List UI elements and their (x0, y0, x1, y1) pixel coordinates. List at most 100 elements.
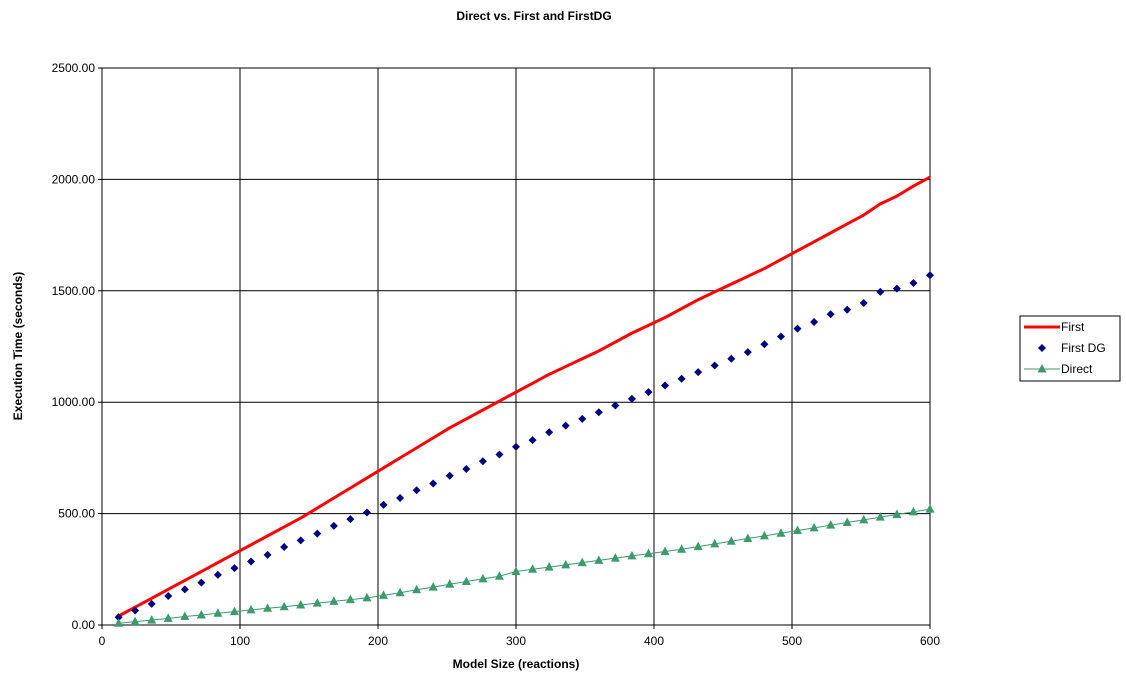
data-point (230, 564, 239, 573)
data-point (726, 536, 736, 545)
data-point (196, 609, 206, 619)
y-axis-ticks: 0.00 500.00 1000.00 1500.00 2000.00 2500.00 (52, 61, 102, 632)
data-point (263, 550, 272, 559)
data-point (147, 599, 156, 608)
data-point (843, 305, 852, 314)
data-point (163, 613, 173, 622)
data-point (528, 564, 538, 573)
series-direct (114, 504, 935, 627)
data-point (776, 528, 786, 537)
data-point (892, 509, 902, 518)
data-point (279, 601, 289, 611)
x-tick-label: 200 (368, 634, 388, 648)
data-point (743, 348, 752, 357)
data-point (759, 530, 769, 540)
x-axis-ticks: 0 100 200 300 400 500 600 (99, 625, 940, 648)
data-point (577, 557, 587, 567)
y-tick-label: 2000.00 (52, 172, 96, 186)
y-tick-label: 1500.00 (52, 284, 96, 298)
legend-swatch (1037, 364, 1047, 373)
y-axis-label: Execution Time (seconds) (11, 272, 25, 420)
data-point (876, 287, 885, 296)
data-point (677, 544, 687, 553)
data-point (611, 401, 620, 410)
data-point (710, 538, 720, 548)
data-point (362, 508, 371, 517)
data-point (494, 571, 504, 580)
data-point (842, 517, 852, 527)
data-point (213, 608, 223, 617)
data-point (809, 522, 819, 532)
x-tick-label: 600 (920, 634, 940, 648)
data-point (528, 436, 537, 445)
legend: First First DG Direct (1019, 315, 1121, 382)
data-point (180, 611, 190, 621)
data-point (280, 543, 289, 552)
series-group (114, 175, 935, 627)
x-tick-label: 500 (782, 634, 802, 648)
data-point (561, 559, 571, 569)
data-point (180, 585, 189, 594)
data-point (594, 408, 603, 417)
data-point (644, 388, 653, 397)
legend-entry: First DG (1038, 341, 1106, 355)
data-point (793, 525, 803, 535)
data-point (428, 582, 438, 591)
data-point (610, 553, 620, 562)
data-point (346, 515, 355, 524)
data-point (760, 340, 769, 349)
series-first-dg (114, 271, 934, 622)
data-point (926, 271, 934, 280)
chart-title: Direct vs. First and FirstDG (456, 9, 611, 23)
data-point (545, 428, 554, 437)
data-point (412, 486, 421, 495)
y-tick-label: 1000.00 (52, 395, 96, 409)
data-point (114, 618, 124, 627)
x-tick-label: 300 (506, 634, 526, 648)
data-point (660, 546, 670, 555)
data-point (462, 465, 471, 474)
data-point (329, 596, 339, 605)
data-point (379, 590, 389, 599)
data-point (213, 570, 222, 579)
data-point (561, 421, 570, 430)
y-tick-label: 0.00 (72, 618, 96, 632)
data-point (395, 587, 405, 597)
data-point (892, 284, 901, 293)
series-first (117, 175, 931, 618)
data-point (544, 562, 554, 571)
data-point (859, 299, 868, 308)
legend-entry: Direct (1024, 362, 1093, 376)
data-point (445, 579, 455, 588)
data-point (810, 317, 819, 326)
legend-swatch (1038, 344, 1046, 352)
data-point (925, 504, 935, 513)
data-point (578, 414, 587, 423)
data-point (246, 604, 256, 614)
legend-label: Direct (1061, 362, 1093, 376)
data-point (312, 598, 322, 607)
y-tick-label: 2500.00 (52, 61, 96, 75)
data-point (130, 616, 140, 626)
data-point (345, 594, 355, 604)
data-point (627, 394, 636, 403)
data-point (445, 471, 454, 480)
data-point (512, 442, 520, 451)
data-point (429, 479, 438, 488)
legend-entry: First (1024, 320, 1085, 334)
data-point (908, 506, 918, 516)
data-point (875, 512, 885, 521)
data-point (776, 332, 785, 341)
data-point (412, 584, 422, 594)
data-point (661, 381, 670, 390)
data-point (693, 541, 703, 551)
data-point (296, 536, 305, 545)
data-point (710, 361, 719, 370)
data-point (743, 533, 753, 543)
data-point (197, 578, 206, 587)
data-point (727, 354, 736, 363)
data-point (396, 494, 405, 503)
data-point (859, 514, 869, 524)
x-tick-label: 400 (644, 634, 664, 648)
